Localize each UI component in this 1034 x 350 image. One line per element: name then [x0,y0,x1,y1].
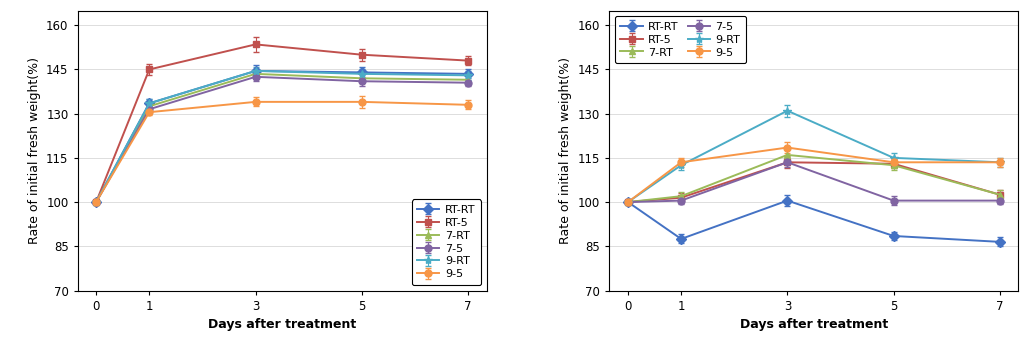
X-axis label: Days after treatment: Days after treatment [208,318,357,331]
Legend: RT-RT, RT-5, 7-RT, 7-5, 9-RT, 9-5: RT-RT, RT-5, 7-RT, 7-5, 9-RT, 9-5 [615,16,746,63]
X-axis label: Days after treatment: Days after treatment [739,318,888,331]
Y-axis label: Rate of initial fresh weight(%): Rate of initial fresh weight(%) [28,57,40,244]
Y-axis label: Rate of initial fresh weight(%): Rate of initial fresh weight(%) [559,57,573,244]
Legend: RT-RT, RT-5, 7-RT, 7-5, 9-RT, 9-5: RT-RT, RT-5, 7-RT, 7-5, 9-RT, 9-5 [412,199,481,285]
